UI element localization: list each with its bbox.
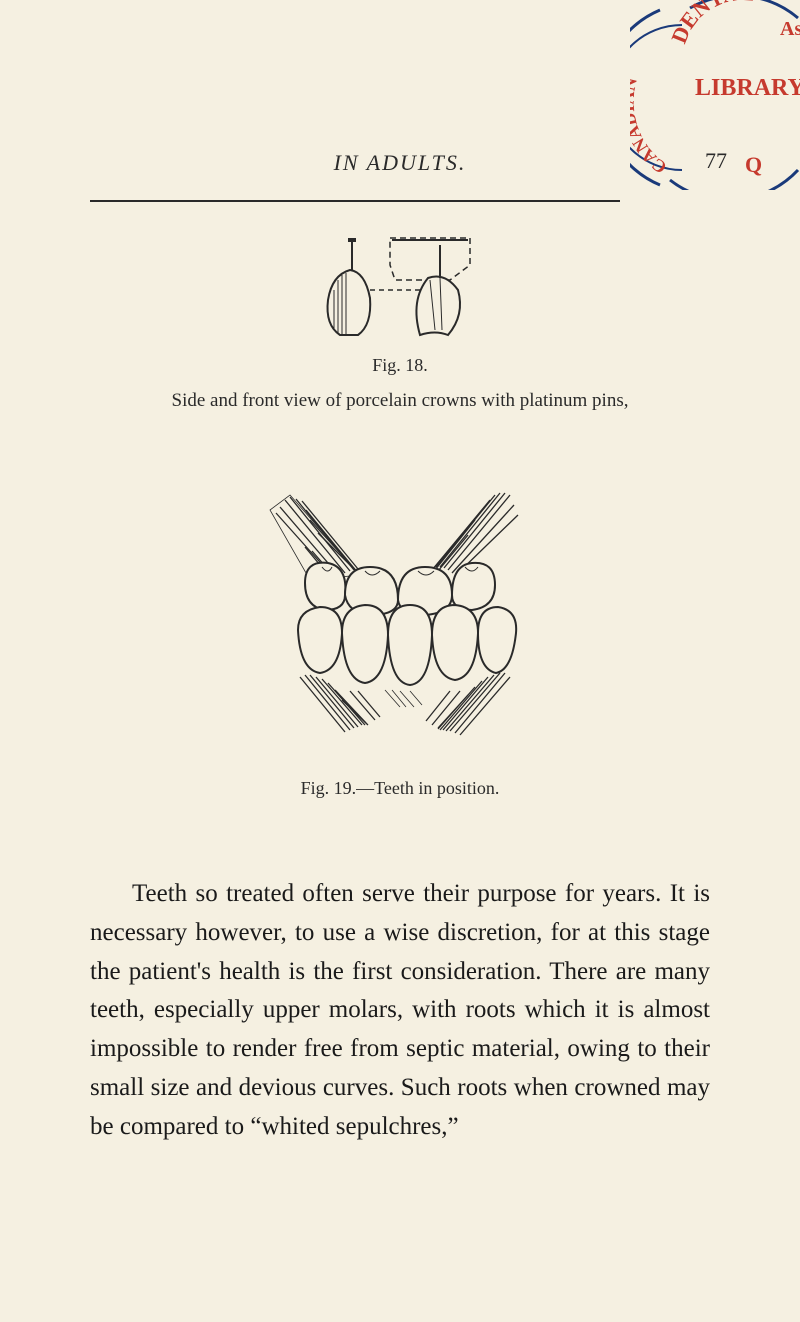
- page: IN ADULTS. DENTAL As CANADIAN LIBRARY 77…: [0, 0, 800, 1322]
- platform-box: [390, 238, 470, 280]
- stamp-bottom-arc: [670, 170, 798, 190]
- fig18-desc: Side and front view of porcelain crowns …: [0, 390, 800, 412]
- stamp-top-text: DENTAL: [666, 0, 755, 47]
- fig18-caption: Fig. 18.: [0, 355, 800, 376]
- fig18-drawing: [300, 230, 500, 340]
- library-stamp: DENTAL As CANADIAN LIBRARY 77 Q: [630, 0, 800, 190]
- fig19-drawing: [250, 455, 550, 755]
- lower-mid-hatch: [385, 690, 422, 707]
- body-text: Teeth so treated often serve their purpo…: [90, 875, 710, 1146]
- lower-right-hatch: [426, 673, 510, 735]
- lower-teeth-icon: [298, 605, 516, 685]
- figure-19: Fig. 19.—Teeth in position.: [0, 455, 800, 799]
- running-title: IN ADULTS.: [334, 150, 467, 175]
- stamp-left-text: CANADIAN: [630, 75, 670, 177]
- figure-18: Fig. 18. Side and front view of porcelai…: [0, 230, 800, 412]
- crown-front-icon: [416, 277, 460, 336]
- fig19-caption: Fig. 19.—Teeth in position.: [0, 778, 800, 799]
- pin-side-cap: [348, 238, 356, 242]
- lower-left-hatch: [300, 675, 380, 732]
- stamp-top-right: As: [780, 18, 800, 40]
- paragraph-1: Teeth so treated often serve their purpo…: [90, 875, 710, 1146]
- stamp-page-num: 77: [705, 148, 727, 173]
- header-rule: [90, 200, 620, 202]
- stamp-center: LIBRARY: [695, 75, 800, 101]
- stamp-q: Q: [745, 152, 762, 177]
